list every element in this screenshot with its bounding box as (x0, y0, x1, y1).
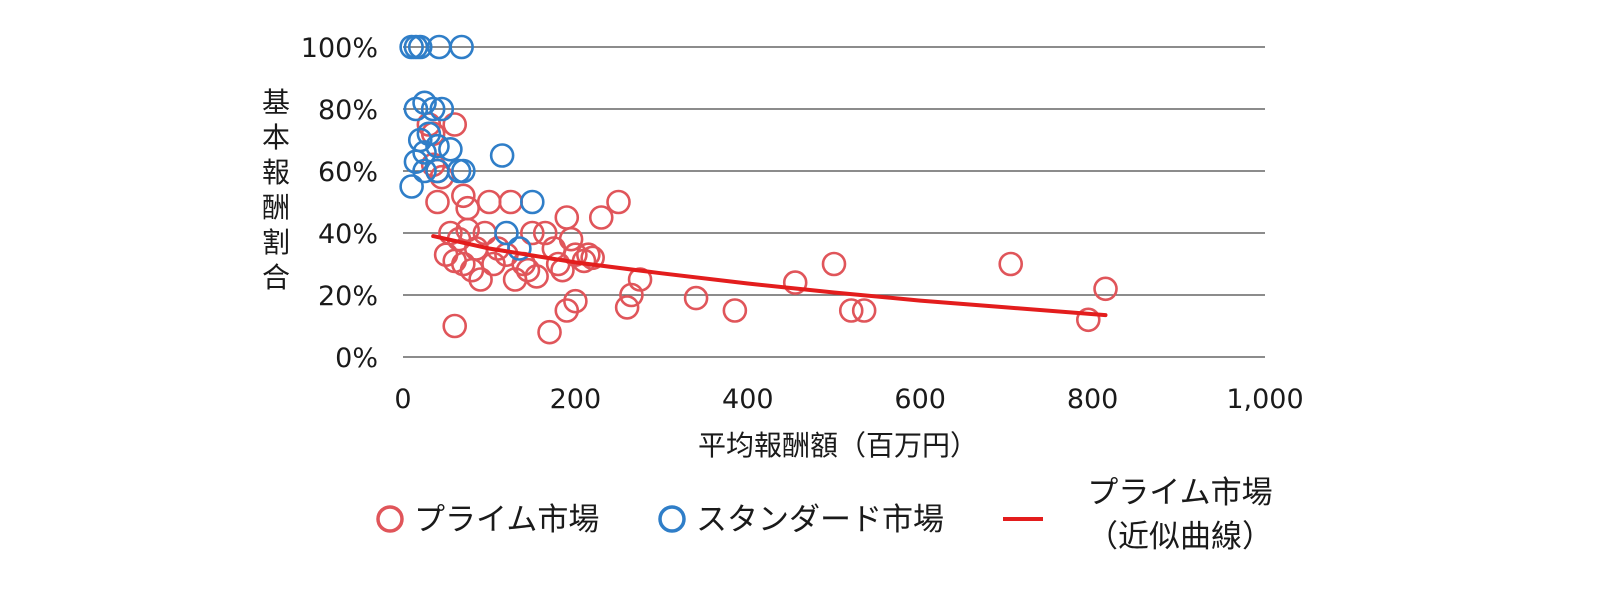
prime-point (619, 282, 644, 308)
standard-point (399, 174, 424, 199)
prime-point (606, 189, 631, 215)
prime-point (476, 189, 502, 215)
prime-point (1075, 307, 1101, 333)
x-tick-label: 800 (1067, 384, 1119, 415)
y-tick-label: 80% (318, 95, 378, 126)
standard-point (494, 220, 519, 246)
prime-point (455, 195, 480, 221)
legend-label-prime: プライム市場 (414, 502, 599, 538)
prime-point (838, 298, 864, 323)
standard-point (416, 121, 442, 147)
prime-point (498, 189, 524, 215)
prime-point (558, 226, 584, 252)
x-tick-label: 0 (394, 384, 411, 415)
standard-point (451, 158, 476, 184)
y-tick-label: 60% (318, 157, 378, 188)
standard-point (449, 34, 474, 60)
trendline (431, 234, 1108, 318)
prime-point (519, 220, 545, 246)
standard-point (425, 133, 450, 159)
prime-point (554, 205, 580, 230)
series-standard-market (399, 34, 545, 261)
standard-point (412, 158, 437, 184)
x-axis-title: 平均報酬額（百万円） (698, 429, 978, 462)
prime-point (722, 298, 748, 323)
y-tick-label: 100% (301, 33, 378, 64)
y-tick-label: 40% (318, 219, 378, 250)
y-axis-title-char: 割 (262, 226, 290, 259)
x-tick-label: 600 (894, 384, 946, 415)
y-tick-labels: 0% 20% 40% 60% 80% 100% (301, 33, 378, 374)
prime-point (1093, 276, 1118, 302)
x-tick-label: 400 (722, 384, 774, 415)
legend-marker-standard (658, 505, 686, 533)
standard-point (507, 236, 532, 261)
prime-point (425, 189, 450, 215)
prime-point (442, 313, 468, 339)
prime-point (468, 267, 493, 292)
legend-label-trendline-line2: （近似曲線） (1087, 519, 1273, 555)
y-tick-label: 20% (318, 281, 378, 312)
x-tick-label: 200 (550, 384, 602, 415)
prime-point (782, 270, 808, 295)
standard-point (412, 140, 437, 165)
prime-point (524, 264, 549, 289)
y-axis-title-char: 本 (262, 121, 290, 154)
prime-point (614, 295, 640, 320)
standard-point (420, 96, 446, 122)
prime-point (851, 298, 877, 323)
prime-point (537, 319, 562, 345)
prime-point (588, 205, 614, 230)
standard-point (407, 34, 433, 60)
prime-point (532, 220, 558, 246)
prime-point (481, 251, 506, 277)
standard-point (489, 143, 515, 168)
legend-label-trendline-line1: プライム市場 (1087, 475, 1272, 511)
y-tick-label: 0% (335, 343, 378, 374)
prime-point (821, 251, 847, 277)
standard-point (429, 96, 455, 122)
x-tick-label: 1,000 (1226, 384, 1303, 415)
prime-point (554, 298, 580, 323)
y-axis-title-char: 基 (262, 86, 290, 119)
standard-point (519, 189, 545, 215)
standard-point (438, 137, 463, 162)
prime-point (998, 251, 1024, 277)
prime-point (451, 183, 476, 209)
prime-point (683, 285, 709, 311)
standard-point (403, 149, 429, 174)
prime-point (627, 267, 653, 292)
y-axis-title-char: 酬 (262, 191, 290, 224)
gridlines (403, 46, 1265, 358)
prime-point (563, 288, 588, 314)
legend-label-standard: スタンダード市場 (696, 502, 944, 538)
y-axis-title-char: 報 (262, 156, 290, 189)
x-tick-labels: 0 200 400 600 800 1,000 (394, 384, 1303, 415)
y-axis-title-char: 合 (262, 261, 290, 294)
prime-point (580, 245, 605, 271)
legend-marker-prime (376, 505, 404, 533)
series-prime-trendline (431, 234, 1108, 318)
prime-point (442, 112, 468, 137)
legend: プライム市場 スタンダード市場 プライム市場 （近似曲線） (376, 475, 1273, 555)
